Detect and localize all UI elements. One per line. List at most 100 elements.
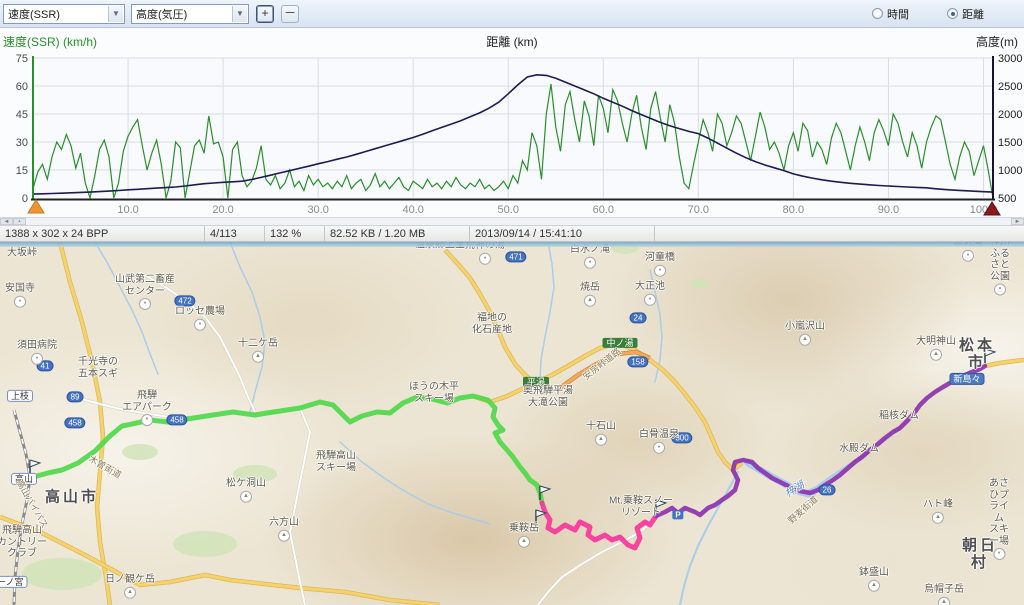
map-label-上枝: 上枝: [6, 389, 34, 403]
map-label-梓川ふるさと公園: 梓川ふるさと 公園: [988, 242, 1012, 296]
radio-distance-icon[interactable]: [947, 8, 958, 19]
river-line: [539, 242, 555, 381]
axis-tick-label: 60: [16, 81, 28, 93]
map-label-Mt.乗鞍スノーリゾート: Mt.乗鞍スノー リゾート: [609, 495, 673, 519]
chevron-down-icon[interactable]: ▼: [232, 5, 247, 22]
map-label-小嵐沢山: 小嵐沢山: [785, 321, 825, 346]
scrollbar-right-arrow[interactable]: ►: [1011, 218, 1024, 225]
map-label-ほうの木平スキー場: ほうの木平 スキー場: [409, 381, 459, 405]
map-label-白水ノ滝: 白水ノ滝: [570, 244, 610, 269]
radio-time-label: 時間: [887, 8, 909, 21]
map-label-水殿ダム: 水殿ダム: [839, 443, 879, 455]
map-label-十二ケ岳: 十二ケ岳: [238, 338, 278, 363]
end-marker-icon[interactable]: [983, 201, 1001, 216]
chart-toolbar: 速度(SSR) ▼ 高度(気圧) ▼ + － 時間 距離: [0, 0, 1024, 28]
zoom-out-button[interactable]: －: [281, 4, 299, 23]
axis-tick-label: 30: [16, 137, 28, 149]
axis-tick-label: 40.0: [402, 204, 423, 216]
series1-select-value: 速度(SSR): [8, 8, 60, 21]
series1-select[interactable]: 速度(SSR) ▼: [3, 3, 125, 24]
route-pink: [539, 500, 659, 551]
forest-patch: [22, 558, 102, 590]
status-file-size: 82.52 KB / 1.20 MB: [325, 226, 470, 241]
chart-plot-svg[interactable]: 0 15 30 45 60 75 500 1000 1500 2000 2500 3000 10.0 20…: [0, 50, 1024, 217]
status-page: 4/113: [205, 226, 265, 241]
axis-tick-label: 75: [16, 53, 28, 65]
status-zoom: 132 %: [265, 226, 325, 241]
map-label-河童橋: 河童橋: [645, 252, 675, 277]
waypoint-flag-icon: [655, 499, 668, 508]
map-label-平湯: 平湯: [522, 376, 550, 388]
chart-horizontal-scrollbar[interactable]: ◄ ▪ ►: [0, 217, 1024, 226]
route-shield-24: 24: [629, 312, 647, 324]
radio-distance-label: 距離: [962, 8, 984, 21]
map-label-福地の化石産地: 福地の 化石産地: [472, 312, 512, 336]
axis-tick-label: 3000: [998, 53, 1022, 65]
route-shield-471: 471: [505, 251, 527, 263]
map-label-ハト峰: ハト峰: [923, 499, 953, 524]
map-label-一ノ宮: 一ノ宮: [0, 575, 28, 589]
status-bar: 1388 x 302 x 24 BPP 4/113 132 % 82.52 KB…: [0, 226, 1024, 242]
radio-time[interactable]: 時間: [872, 6, 909, 22]
series2-select-value: 高度(気圧): [136, 8, 188, 21]
axis-tick-label: 80.0: [783, 204, 804, 216]
map-label-大正池: 大正池: [635, 281, 665, 306]
radio-distance[interactable]: 距離: [947, 6, 984, 22]
series2-select[interactable]: 高度(気圧) ▼: [131, 3, 249, 24]
forest-patch: [122, 444, 158, 460]
map-label-梓湖: 梓湖: [783, 479, 807, 500]
axis-tick-label: 10.0: [117, 204, 138, 216]
road-yellow: [443, 248, 536, 385]
left-axis-title: 速度(SSR) (km/h): [3, 35, 97, 49]
axis-tick-label: 1500: [998, 137, 1022, 149]
map-label-烏帽子岳: 烏帽子岳: [924, 584, 964, 605]
route-map[interactable]: 41 472 89 458 458 471 24 158 300 26 高山市 松本市 朝日村 大坂峠 安国…: [0, 242, 1024, 605]
axis-tick-label: 1000: [998, 165, 1022, 177]
map-label-十石山: 十石山: [586, 421, 616, 446]
axis-tick-label: 500: [998, 193, 1016, 205]
map-label-あさひプライムスキー場: あさひプライム スキー場: [987, 478, 1012, 560]
map-label-新島々: 新島々: [949, 372, 985, 386]
road-yellow: [984, 358, 1024, 368]
waypoint-flag-icon: [535, 509, 548, 518]
map-label-city松本市: 松本市: [958, 336, 995, 371]
route-purple: [653, 363, 988, 519]
map-label-日ノ観ケ岳: 日ノ観ケ岳: [105, 574, 155, 599]
scrollbar-left-box[interactable]: ▪: [13, 218, 26, 225]
map-label-六方山: 六方山: [269, 517, 299, 542]
zoom-in-button[interactable]: +: [256, 4, 274, 23]
map-label-city高山市: 高山市: [44, 488, 100, 506]
status-spacer: [655, 226, 1024, 241]
forest-patch: [690, 279, 710, 289]
plot-background: [33, 57, 993, 199]
map-label-鉢盛山: 鉢盛山: [859, 567, 889, 592]
map-label-山武第二畜産センター: 山武第二畜産 センター: [115, 274, 175, 310]
waypoint-flag-icon: [984, 348, 997, 357]
route-shield-26: 26: [818, 484, 836, 496]
route-shield-89: 89: [66, 391, 84, 403]
map-label-安国寺: 安国寺: [5, 283, 35, 308]
route-shield-458: 458: [64, 417, 86, 429]
road-orange: [559, 350, 651, 390]
map-label-高山: 高山: [10, 472, 38, 486]
map-label-飛騨高山スキー場: 飛騨高山 スキー場: [316, 450, 356, 474]
map-overlay-svg: [0, 242, 1024, 605]
speed-altitude-chart[interactable]: 0 15 30 45 60 75 500 1000 1500 2000 2500 3000 10.0 20…: [0, 50, 1024, 217]
river-line: [679, 471, 739, 605]
chevron-down-icon[interactable]: ▼: [108, 5, 123, 22]
map-label-千光寺の五本スギ: 千光寺の 五本スギ: [78, 356, 118, 380]
radio-time-icon[interactable]: [872, 8, 883, 19]
map-label-焼岳: 焼岳: [580, 282, 600, 307]
axis-tick-label: 50.0: [498, 204, 519, 216]
map-label-P: P: [672, 510, 684, 520]
start-marker-icon[interactable]: [27, 199, 45, 214]
axis-tick-label: 90.0: [878, 204, 899, 216]
series-speed: [32, 84, 994, 201]
scrollbar-left-arrow[interactable]: ◄: [0, 218, 13, 225]
map-label-稲核ダム: 稲核ダム: [879, 410, 919, 422]
river-line: [339, 441, 491, 525]
railway-dashes: [13, 409, 31, 605]
map-label-大明神山: 大明神山: [916, 336, 956, 361]
waypoint-flag-icon: [29, 459, 42, 468]
x-axis-title: 距離 (km): [486, 35, 538, 49]
